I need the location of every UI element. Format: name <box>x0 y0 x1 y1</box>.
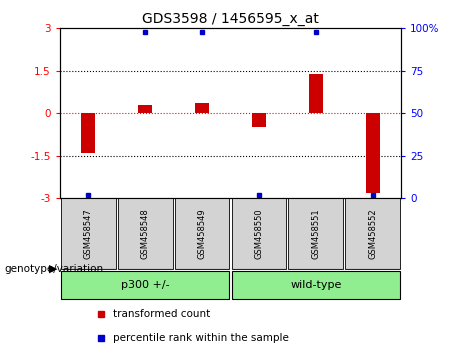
Title: GDS3598 / 1456595_x_at: GDS3598 / 1456595_x_at <box>142 12 319 26</box>
Bar <box>61 271 230 299</box>
Bar <box>231 271 400 299</box>
Text: GSM458551: GSM458551 <box>311 208 320 259</box>
Text: GSM458549: GSM458549 <box>198 208 207 259</box>
Bar <box>345 198 400 269</box>
Bar <box>289 198 343 269</box>
Text: p300 +/-: p300 +/- <box>121 280 170 290</box>
Text: genotype/variation: genotype/variation <box>5 264 104 274</box>
Bar <box>366 113 380 193</box>
Text: ▶: ▶ <box>49 264 58 274</box>
Bar <box>195 103 209 113</box>
Bar <box>81 113 95 153</box>
Text: wild-type: wild-type <box>290 280 342 290</box>
Text: percentile rank within the sample: percentile rank within the sample <box>113 333 289 343</box>
Text: GSM458552: GSM458552 <box>368 208 377 259</box>
Bar <box>231 198 286 269</box>
Bar <box>309 74 323 113</box>
Bar <box>252 113 266 127</box>
Bar <box>61 198 116 269</box>
Text: GSM458550: GSM458550 <box>254 208 263 259</box>
Text: transformed count: transformed count <box>113 309 210 319</box>
Bar <box>138 105 152 113</box>
Bar <box>175 198 230 269</box>
Text: GSM458547: GSM458547 <box>84 208 93 259</box>
Text: GSM458548: GSM458548 <box>141 208 150 259</box>
Bar <box>118 198 172 269</box>
